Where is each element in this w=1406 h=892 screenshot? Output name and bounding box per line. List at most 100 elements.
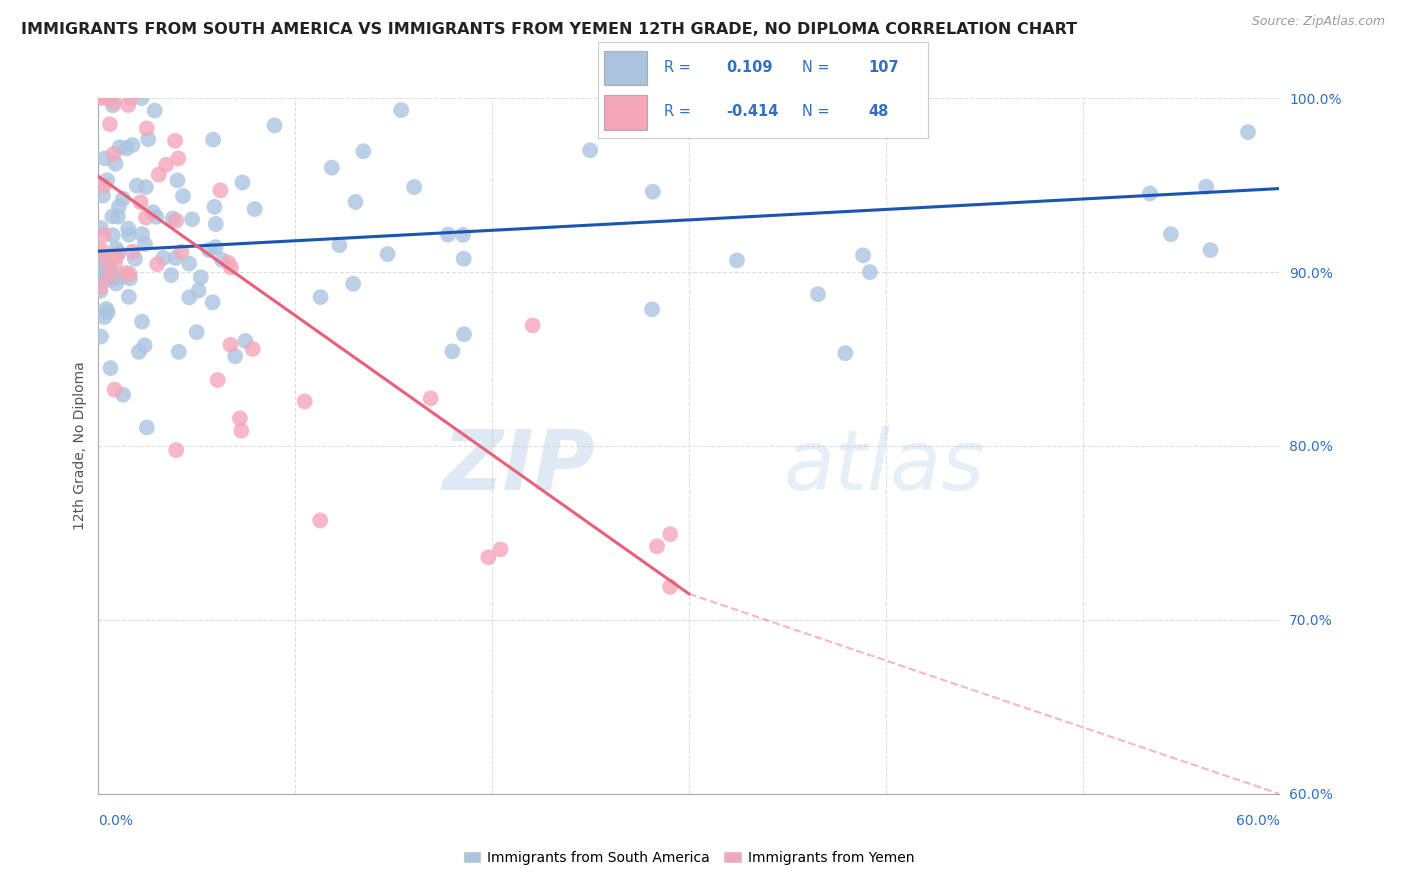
Point xyxy=(389,103,412,118)
Point xyxy=(204,200,226,214)
Point xyxy=(165,443,187,458)
Point xyxy=(131,227,153,241)
Point xyxy=(131,315,153,329)
Point xyxy=(91,188,114,202)
Text: -0.414: -0.414 xyxy=(727,103,779,119)
Point xyxy=(419,392,441,406)
Point xyxy=(105,249,128,263)
Point xyxy=(112,269,135,284)
Point xyxy=(181,212,204,227)
Point xyxy=(96,91,118,105)
Point xyxy=(1139,186,1161,201)
Point xyxy=(114,266,136,280)
Point xyxy=(117,98,139,112)
Point xyxy=(172,189,194,203)
Point xyxy=(121,244,143,259)
Point xyxy=(522,318,544,333)
Point xyxy=(242,342,264,356)
Point xyxy=(145,210,167,224)
Point xyxy=(1160,227,1182,242)
Point xyxy=(97,305,120,319)
Point xyxy=(101,228,124,243)
Point xyxy=(477,550,499,565)
Point xyxy=(96,254,118,268)
Point xyxy=(451,227,474,242)
Legend: Immigrants from South America, Immigrants from Yemen: Immigrants from South America, Immigrant… xyxy=(458,846,920,871)
Point xyxy=(1195,179,1218,194)
Point xyxy=(90,329,112,343)
Text: 0.109: 0.109 xyxy=(727,61,773,76)
Point xyxy=(160,268,183,282)
Point xyxy=(103,147,125,161)
Point xyxy=(98,117,121,131)
Point xyxy=(437,227,460,242)
Point xyxy=(165,134,187,148)
Point xyxy=(219,260,242,275)
Point xyxy=(377,247,399,261)
Point xyxy=(96,254,118,268)
Point xyxy=(112,388,135,402)
Point xyxy=(235,334,257,348)
Point xyxy=(309,513,332,527)
Point xyxy=(207,373,229,387)
Point xyxy=(224,349,246,363)
Point xyxy=(94,152,117,166)
Point xyxy=(146,257,169,271)
Point xyxy=(120,91,142,105)
Point xyxy=(90,260,112,275)
Point xyxy=(441,344,464,359)
Point xyxy=(118,290,141,304)
Point xyxy=(166,173,188,187)
Point xyxy=(105,270,128,285)
Text: Source: ZipAtlas.com: Source: ZipAtlas.com xyxy=(1251,15,1385,29)
Point xyxy=(198,243,221,257)
Point xyxy=(404,180,426,194)
Point xyxy=(352,145,374,159)
Point xyxy=(205,217,228,231)
Point xyxy=(231,424,253,438)
Point xyxy=(162,211,184,226)
Point xyxy=(131,91,153,105)
Point xyxy=(217,256,239,270)
Text: 48: 48 xyxy=(869,103,889,119)
Point xyxy=(263,119,285,133)
Point xyxy=(107,210,129,224)
Point xyxy=(209,183,232,197)
Point xyxy=(98,260,121,274)
Point xyxy=(143,103,166,118)
Point xyxy=(128,344,150,359)
Point xyxy=(489,542,512,557)
Point xyxy=(118,227,141,242)
Point xyxy=(107,245,129,260)
Point xyxy=(344,194,367,209)
Point xyxy=(118,267,141,281)
Point xyxy=(167,152,190,166)
Y-axis label: 12th Grade, No Diploma: 12th Grade, No Diploma xyxy=(73,361,87,531)
Point xyxy=(165,213,187,227)
Point xyxy=(94,262,117,277)
Point xyxy=(89,280,111,294)
Point xyxy=(89,270,111,285)
Point xyxy=(104,255,127,269)
Point xyxy=(453,252,475,266)
Point xyxy=(148,168,170,182)
Point xyxy=(170,244,193,259)
Point xyxy=(100,272,122,286)
Point xyxy=(98,268,121,283)
Point xyxy=(118,271,141,285)
Point xyxy=(108,200,131,214)
Point xyxy=(136,132,159,146)
Point xyxy=(453,327,475,342)
Point xyxy=(579,143,602,157)
Point xyxy=(90,221,112,235)
Point xyxy=(125,178,148,193)
Point xyxy=(201,295,224,310)
Point xyxy=(98,268,121,283)
Point xyxy=(129,195,152,210)
Point xyxy=(90,243,112,257)
Point xyxy=(641,185,664,199)
FancyBboxPatch shape xyxy=(605,51,647,86)
Point xyxy=(179,290,201,304)
Text: atlas: atlas xyxy=(783,426,986,508)
Point xyxy=(321,161,343,175)
